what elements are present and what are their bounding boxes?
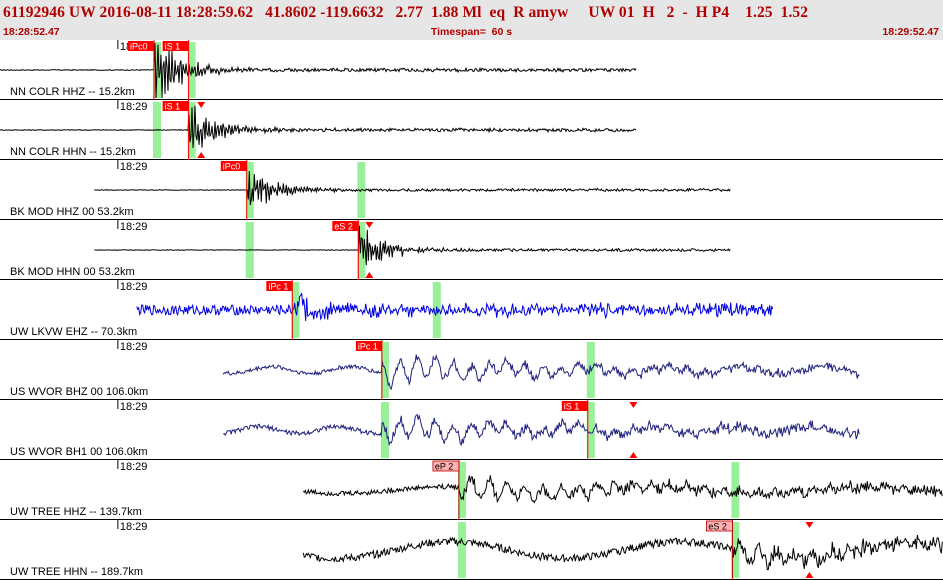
pick-label: iS 1: [165, 42, 181, 52]
pick-flag: [355, 341, 382, 351]
station-label: BK MOD HHZ 00 53.2km: [10, 206, 133, 218]
waveform-trace: [302, 475, 943, 504]
station-label: NN COLR HHN -- 15.2km: [10, 146, 136, 158]
trace-panel-9: 18:29 eS 2 UW TREE HHN -- 189.7km: [0, 520, 943, 580]
station-label: BK MOD HHN 00 53.2km: [10, 266, 135, 278]
trace-panel-8: 18:29 eP 2 UW TREE HHZ -- 139.7km: [0, 460, 943, 520]
pick-window: [731, 462, 740, 518]
waveform-trace: [222, 353, 860, 391]
waveform-trace: [0, 43, 637, 99]
event-header: 61192946 UW 2016-08-11 18:28:59.62 41.86…: [0, 0, 943, 40]
pick-flag: [432, 460, 460, 472]
waveform-trace: [136, 292, 774, 322]
waveform-trace: [302, 534, 943, 571]
waveform-panels: 18:29 iPc0 iS 1 NN COLR HHZ -- 15.2km 18:29 i…: [0, 40, 943, 580]
trace-panel-7: 18:29 iS 1 US WVOR BH1 00 106.0km: [0, 400, 943, 460]
waveform-trace: [94, 171, 731, 206]
pick-label: iS 1: [564, 402, 580, 412]
pick-label: eS 2: [334, 222, 353, 232]
pick-window: [457, 522, 466, 578]
minute-tick-label: 18:29: [120, 521, 148, 533]
minute-tick-label: 18:29: [120, 401, 148, 413]
pick-flag: [705, 520, 733, 532]
station-label: UW TREE HHZ -- 139.7km: [10, 506, 142, 518]
trace-panel-1: 18:29iPc0iS 1NN COLR HHZ -- 15.2km: [0, 40, 943, 100]
minute-tick-label: 18:29: [120, 101, 148, 113]
trace-panel-4: 18:29 eS 2 BK MOD HHN 00 53.2km: [0, 220, 943, 280]
pick-window: [731, 522, 740, 578]
pick-marker-down: [629, 402, 638, 408]
waveform-trace: [94, 225, 731, 266]
pick-marker-down: [805, 522, 814, 528]
minute-tick-label: 18:29: [120, 221, 148, 233]
pick-flag: [266, 281, 293, 291]
trace-panel-6: 18:29 iPc 1 US WVOR BHZ 00 106.0km: [0, 340, 943, 400]
pick-marker-up: [629, 452, 638, 458]
pick-label: iPc0: [223, 162, 241, 172]
pick-label: eS 2: [708, 522, 727, 532]
minute-tick-label: 18:29: [120, 281, 148, 293]
pick-marker-down: [197, 102, 206, 108]
station-label: US WVOR BH1 00 106.0km: [10, 446, 148, 458]
pick-flag: [162, 101, 189, 111]
pick-window: [457, 462, 466, 518]
trace-panel-2: 18:29 iS 1 NN COLR HHN -- 15.2km: [0, 100, 943, 160]
window-end-time: 18:29:52.47: [882, 26, 939, 38]
station-label: NN COLR HHZ -- 15.2km: [10, 86, 135, 98]
trace-panel-5: 18:29 iPc 1 UW LKVW EHZ -- 70.3km: [0, 280, 943, 340]
pick-window: [357, 222, 366, 278]
pick-flag: [332, 221, 359, 231]
pick-flag: [162, 41, 189, 51]
event-info: 61192946 UW 2016-08-11 18:28:59.62 41.86…: [3, 4, 809, 21]
station-label: UW TREE HHN -- 189.7km: [10, 566, 143, 578]
pick-window: [586, 402, 595, 458]
minute-tick-label: 18:29: [120, 161, 148, 173]
station-label: UW LKVW EHZ -- 70.3km: [10, 326, 137, 338]
pick-marker-up: [365, 272, 374, 278]
minute-tick-label: 18:29: [120, 461, 148, 473]
window-start-time: 18:28:52.47: [3, 26, 60, 38]
waveform-trace: [0, 105, 637, 148]
trace-panel-3: 18:29 iPc0 BK MOD HHZ 00 53.2km: [0, 160, 943, 220]
pick-label: iPc 1: [358, 342, 378, 352]
pick-flag: [561, 401, 588, 411]
pick-label: iPc0: [130, 42, 148, 52]
pick-flag: [128, 41, 155, 51]
pick-label: eP 2: [435, 462, 453, 472]
pick-flag: [220, 161, 247, 171]
pick-label: iS 1: [165, 102, 181, 112]
timespan-label: Timespan= 60 s: [430, 26, 513, 38]
station-label: US WVOR BHZ 00 106.0km: [10, 386, 148, 398]
pick-marker-up: [197, 152, 206, 158]
minute-tick-label: 18:29: [120, 341, 148, 353]
pick-label: iPc 1: [268, 282, 288, 292]
pick-marker-up: [805, 572, 814, 578]
waveform-trace: [222, 413, 860, 447]
pick-marker-down: [365, 222, 374, 228]
